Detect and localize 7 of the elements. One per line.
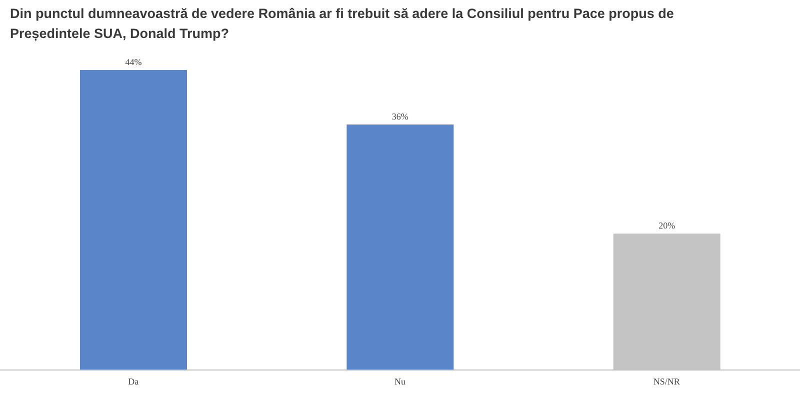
x-tick-label: Nu (394, 376, 406, 386)
data-label: 20% (658, 220, 676, 231)
x-tick-label: Da (128, 376, 139, 386)
chart-title: Din punctul dumneavoastră de vedere România ar fi trebuit să adere la Consiliul pentru Pace propus de Președintele SUA, Donald Trump? (10, 5, 675, 44)
data-label: 36% (392, 112, 409, 122)
data-label: 44% (125, 57, 142, 67)
x-tick-label: NS/NR (653, 376, 680, 386)
